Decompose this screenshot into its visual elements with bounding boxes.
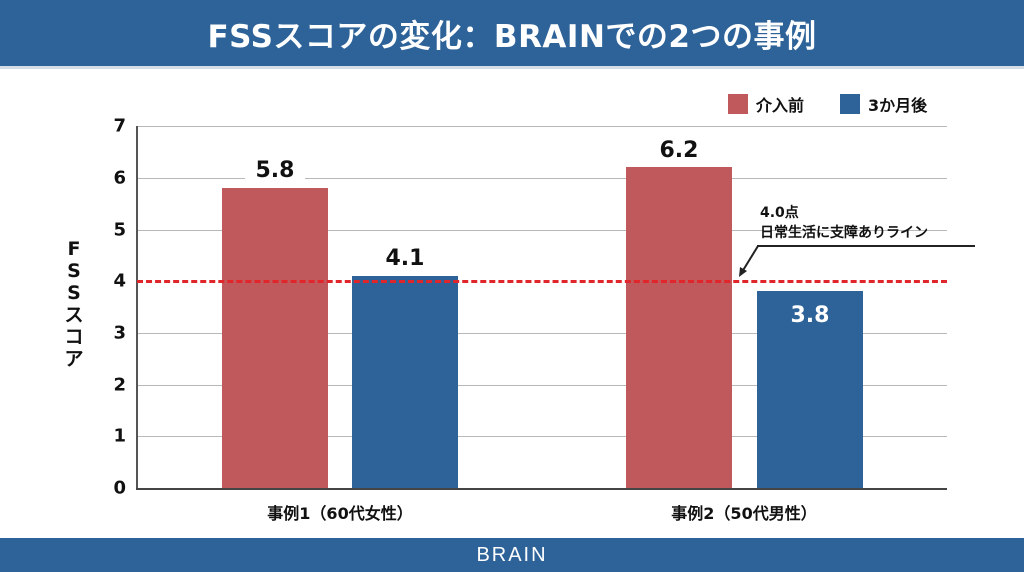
- threshold-annotation: 4.0点 日常生活に支障ありライン: [760, 203, 928, 243]
- gridline: [137, 178, 947, 179]
- value-label-case1-before: 5.8: [245, 158, 305, 183]
- y-tick: 2: [113, 374, 126, 396]
- y-axis-label: F S S ス コ ア: [62, 238, 86, 370]
- legend-swatch-before: [728, 94, 748, 114]
- value-label-case1-after: 4.1: [375, 246, 435, 271]
- y-tick: 1: [113, 425, 126, 447]
- title-banner: FSSスコアの変化：BRAINでの2つの事例: [0, 0, 1024, 66]
- bar-case1-before: [222, 188, 328, 488]
- header-divider: [0, 66, 1024, 69]
- annotation-underline: [757, 245, 975, 247]
- footer-banner: BRAIN: [0, 538, 1024, 572]
- y-axis-label-char: F: [67, 238, 81, 260]
- annotation-line2: 日常生活に支障ありライン: [760, 225, 928, 241]
- x-category-case2: 事例2（50代男性）: [671, 504, 817, 523]
- legend-label-before: 介入前: [756, 96, 805, 115]
- bar-case2-before: [626, 167, 732, 488]
- y-tick: 0: [113, 477, 126, 499]
- legend-label-after: 3か月後: [868, 96, 928, 115]
- y-axis-label-char: ア: [64, 348, 84, 370]
- legend-item-before: 介入前: [728, 92, 804, 116]
- value-label-case2-before: 6.2: [649, 138, 709, 163]
- gridline: [137, 436, 947, 437]
- y-tick: 3: [113, 322, 126, 344]
- gridline: [137, 126, 947, 127]
- y-axis-label-char: S: [67, 260, 81, 282]
- y-tick: 4: [113, 270, 126, 292]
- threshold-line: [137, 280, 947, 283]
- y-axis-label-char: コ: [64, 326, 84, 348]
- x-axis-line: [136, 488, 947, 490]
- y-axis-line: [136, 126, 138, 489]
- gridline: [137, 230, 947, 231]
- legend: 介入前 3か月後: [728, 92, 955, 116]
- gridline: [137, 333, 947, 334]
- y-axis-label-char: ス: [64, 304, 84, 326]
- legend-item-after: 3か月後: [840, 92, 927, 116]
- legend-swatch-after: [840, 94, 861, 114]
- bar-case1-after: [352, 276, 458, 488]
- bar-case2-after: [757, 291, 863, 488]
- y-tick: 5: [113, 219, 126, 241]
- y-axis-label-char: S: [67, 282, 81, 304]
- annotation-line1: 4.0点: [760, 205, 799, 221]
- y-tick: 6: [113, 167, 126, 189]
- annotation-arrow-icon: [739, 245, 759, 277]
- gridline: [137, 385, 947, 386]
- value-label-case2-after: 3.8: [790, 303, 830, 328]
- chart-title: FSSスコアの変化：BRAINでの2つの事例: [207, 18, 817, 55]
- y-tick: 7: [113, 115, 126, 137]
- footer-brand: BRAIN: [476, 543, 548, 566]
- x-category-case1: 事例1（60代女性）: [267, 504, 413, 523]
